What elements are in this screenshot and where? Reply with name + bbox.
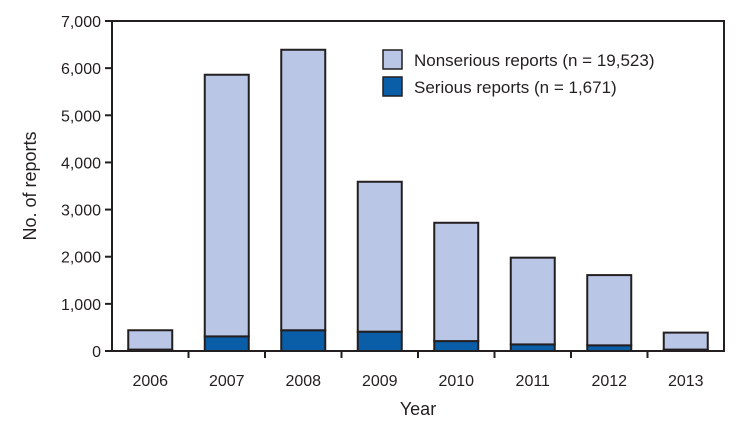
y-tick-label: 7,000 <box>61 14 101 31</box>
legend-swatch-nonserious <box>382 49 403 70</box>
nonserious-bar-2012 <box>586 274 633 347</box>
y-axis-ticks: 0 1,000 2,000 3,000 4,000 5,000 6,000 7,000 <box>61 14 112 361</box>
nonserious-bar-2008 <box>280 48 327 332</box>
bars-layer <box>127 48 709 353</box>
x-tick-label-2007: 2007 <box>209 373 245 390</box>
x-axis-title: Year <box>400 399 436 419</box>
legend: Nonserious reports (n = 19,523) Serious r… <box>382 49 655 97</box>
x-tick-label-2010: 2010 <box>438 373 474 390</box>
x-tick-label-2006: 2006 <box>132 373 168 390</box>
plot-area-frame <box>111 20 725 352</box>
nonserious-bar-2006 <box>127 329 174 351</box>
x-tick-label-2008: 2008 <box>285 373 321 390</box>
y-tick-label: 1,000 <box>61 297 101 314</box>
y-tick-label: 2,000 <box>61 250 101 267</box>
nonserious-bar-2009 <box>356 180 403 333</box>
serious-bar-2008 <box>280 329 327 352</box>
y-tick-label: 6,000 <box>61 61 101 78</box>
y-tick-label: 0 <box>92 344 101 361</box>
serious-bar-2009 <box>356 330 403 352</box>
nonserious-bar-2013 <box>662 331 709 351</box>
nonserious-bar-2007 <box>203 73 250 338</box>
y-axis-title: No. of reports <box>20 131 40 240</box>
y-tick-label: 4,000 <box>61 155 101 172</box>
legend-label-nonserious: Nonserious reports (n = 19,523) <box>414 51 655 70</box>
x-tick-label-2012: 2012 <box>591 373 627 390</box>
y-tick-label: 5,000 <box>61 108 101 125</box>
legend-label-serious: Serious reports (n = 1,671) <box>414 78 617 97</box>
x-tick-label-2011: 2011 <box>516 373 551 390</box>
x-tick-label-2009: 2009 <box>362 373 398 390</box>
serious-bar-2010 <box>433 340 480 353</box>
nonserious-bar-2011 <box>509 256 556 346</box>
nonserious-bar-2010 <box>433 221 480 343</box>
x-axis-ticks: 2006 2007 2008 2009 2010 2011 2012 2013 <box>132 351 704 390</box>
legend-swatch-serious <box>382 76 403 97</box>
y-tick-label: 3,000 <box>61 203 101 220</box>
x-tick-label-2013: 2013 <box>668 373 704 390</box>
serious-bar-2007 <box>203 335 250 352</box>
